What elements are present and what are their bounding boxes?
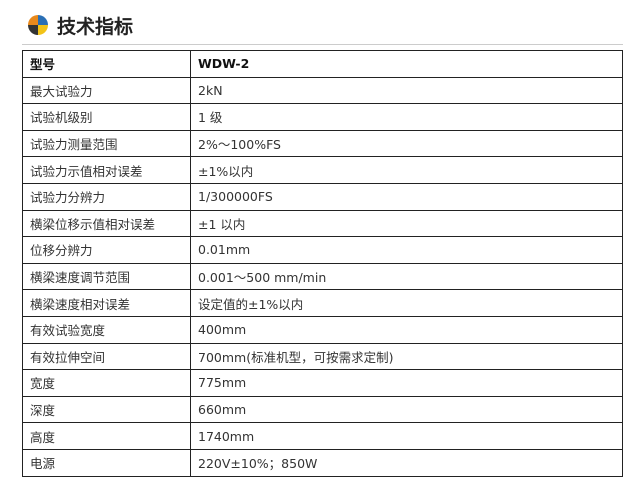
table-row: 横梁速度相对误差 设定值的±1%以内 xyxy=(22,289,623,317)
spec-value: ±1%以内 xyxy=(190,156,623,184)
spec-name: 试验力示值相对误差 xyxy=(22,156,191,184)
spec-value: WDW-2 xyxy=(190,50,623,78)
divider xyxy=(22,44,623,45)
table-row: 位移分辨力 0.01mm xyxy=(22,236,623,264)
spec-name: 型号 xyxy=(22,50,191,78)
table-row: 型号 WDW-2 xyxy=(22,50,623,78)
spec-value: 660mm xyxy=(190,395,623,424)
spec-name: 有效试验宽度 xyxy=(22,315,191,344)
spec-value: 设定值的±1%以内 xyxy=(190,289,623,317)
spec-value: 400mm xyxy=(190,315,623,344)
spec-name: 位移分辨力 xyxy=(22,236,191,264)
table-row: 试验力分辨力 1/300000FS xyxy=(22,182,623,211)
table-row: 有效试验宽度 400mm xyxy=(22,315,623,344)
table-row: 电源 220V±10%；850W xyxy=(22,448,623,477)
spec-name: 宽度 xyxy=(22,369,191,397)
spec-table: 型号 WDW-2 最大试验力 2kN 试验机级别 1 级试验力测量范围 2%～100%FS 试… xyxy=(22,50,623,477)
spec-name: 横梁速度相对误差 xyxy=(22,289,191,317)
spec-name: 高度 xyxy=(22,422,191,450)
spec-value: 1740mm xyxy=(190,422,623,450)
spec-name: 试验力测量范围 xyxy=(22,129,191,158)
table-row: 有效拉伸空间 700mm(标准机型，可按需求定制) xyxy=(22,342,623,371)
spec-value: 1 级 xyxy=(190,103,623,131)
spec-value: 0.001～500 mm/min xyxy=(190,262,623,291)
table-row: 试验力测量范围 2%～100%FS xyxy=(22,129,623,158)
spec-value: 2kN xyxy=(190,76,623,105)
spec-value: 0.01mm xyxy=(190,236,623,264)
spec-name: 深度 xyxy=(22,395,191,424)
table-row: 试验机级别 1 级 xyxy=(22,103,623,131)
spec-name: 试验机级别 xyxy=(22,103,191,131)
table-row: 最大试验力 2kN xyxy=(22,76,623,105)
spec-name: 最大试验力 xyxy=(22,76,191,105)
spec-value: 1/300000FS xyxy=(190,182,623,211)
title: 技术指标 xyxy=(57,15,134,38)
spec-name: 有效拉伸空间 xyxy=(22,342,191,371)
icon xyxy=(28,15,48,35)
spec-value: 775mm xyxy=(190,369,623,397)
table-row: 深度 660mm xyxy=(22,395,623,424)
table-row: 宽度 775mm xyxy=(22,369,623,397)
spec-value: 2%～100%FS xyxy=(190,129,623,158)
spec-name: 电源 xyxy=(22,448,191,477)
table-row: 高度 1740mm xyxy=(22,422,623,450)
spec-name: 横梁位移示值相对误差 xyxy=(22,209,191,238)
table-row: 横梁位移示值相对误差 ±1 以内 xyxy=(22,209,623,238)
spec-name: 横梁速度调节范围 xyxy=(22,262,191,291)
table-row: 试验力示值相对误差 ±1%以内 xyxy=(22,156,623,184)
spec-name: 试验力分辨力 xyxy=(22,182,191,211)
header: 技术指标 xyxy=(28,10,133,40)
spec-value: ±1 以内 xyxy=(190,209,623,238)
spec-value: 700mm(标准机型，可按需求定制) xyxy=(190,342,623,371)
spec-value: 220V±10%；850W xyxy=(190,448,623,477)
table-row: 横梁速度调节范围 0.001～500 mm/min xyxy=(22,262,623,291)
